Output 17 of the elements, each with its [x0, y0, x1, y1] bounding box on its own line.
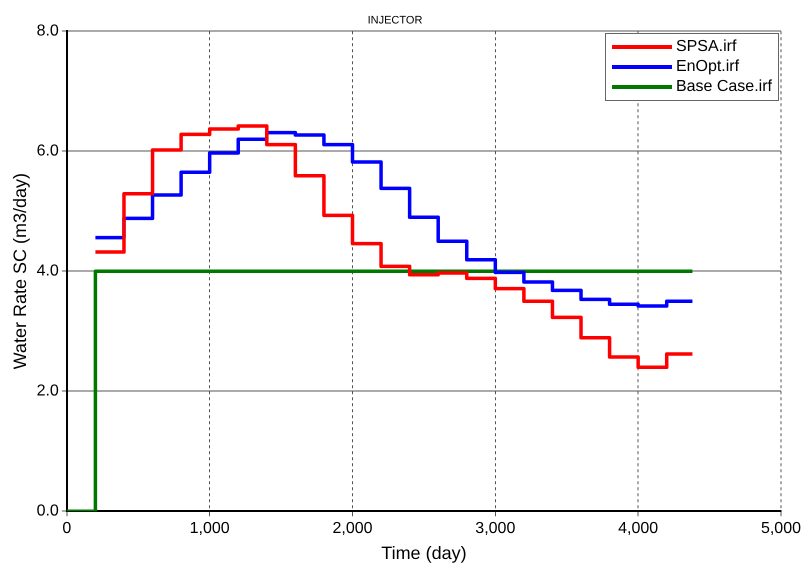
legend-label: SPSA.irf: [676, 37, 736, 58]
legend-label: EnOpt.irf: [676, 57, 740, 78]
x-tick-label: 0: [62, 520, 72, 538]
x-tick-label: 2,000: [332, 520, 373, 538]
legend-label: Base Case.irf: [676, 77, 772, 98]
y-tick-label: 0.0: [36, 502, 59, 520]
x-tick-label: 5,000: [760, 520, 802, 538]
x-tick-label: 3,000: [475, 520, 516, 538]
chart-title: INJECTOR: [368, 14, 422, 27]
y-tick-label: 8.0: [36, 22, 59, 40]
x-tick-label: 1,000: [190, 520, 230, 538]
x-axis-title: Time (day): [381, 543, 467, 564]
y-axis-title: Water Rate SC (m3/day): [10, 173, 30, 370]
y-tick-label: 6.0: [36, 142, 59, 160]
x-tick-label: 4,000: [618, 520, 658, 538]
y-tick-label: 4.0: [36, 262, 59, 280]
y-tick-label: 2.0: [36, 382, 59, 400]
